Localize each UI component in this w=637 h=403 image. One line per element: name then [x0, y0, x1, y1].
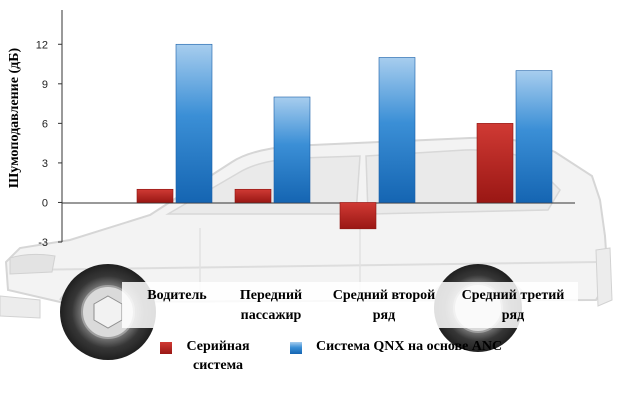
category-labels: Водитель Передний пассажир Средний второй ря… [147, 288, 564, 323]
bar-serial-system [339, 202, 377, 230]
category-label: пассажир [241, 308, 302, 323]
category-label: Водитель [147, 288, 207, 303]
bars [136, 43, 553, 230]
y-tick-label: 9 [42, 79, 48, 91]
legend: Серийная система Система QNX на основе ANC [160, 339, 502, 373]
y-ticks: -3 0 3 6 9 12 [36, 39, 62, 249]
legend-label: Серийная [186, 339, 249, 354]
legend-label: Система QNX на основе ANC [316, 339, 502, 354]
legend-swatch [160, 342, 172, 354]
bar-serial-system [476, 123, 514, 203]
y-tick-label: 6 [42, 118, 48, 130]
y-tick-label: 0 [42, 197, 48, 209]
bar-serial-system [234, 188, 272, 203]
bar-qnx-anc [378, 57, 416, 203]
y-axis-label: Шумоподавление (дБ) [7, 48, 22, 189]
bar-qnx-anc [175, 43, 213, 203]
y-tick-label: 3 [42, 158, 48, 170]
y-tick-label: -3 [38, 237, 48, 249]
category-label: Средний второй [333, 288, 435, 303]
category-label: Средний третий [462, 288, 565, 303]
category-label: ряд [502, 308, 524, 323]
category-label: ряд [373, 308, 395, 323]
legend-label: система [193, 358, 243, 373]
bar-qnx-anc [273, 96, 311, 203]
bar-serial-system [136, 188, 174, 203]
category-panel [122, 282, 578, 328]
bar-qnx-anc [515, 70, 553, 203]
legend-swatch [290, 342, 302, 354]
category-label: Передний [240, 288, 302, 303]
y-tick-label: 12 [36, 39, 48, 51]
